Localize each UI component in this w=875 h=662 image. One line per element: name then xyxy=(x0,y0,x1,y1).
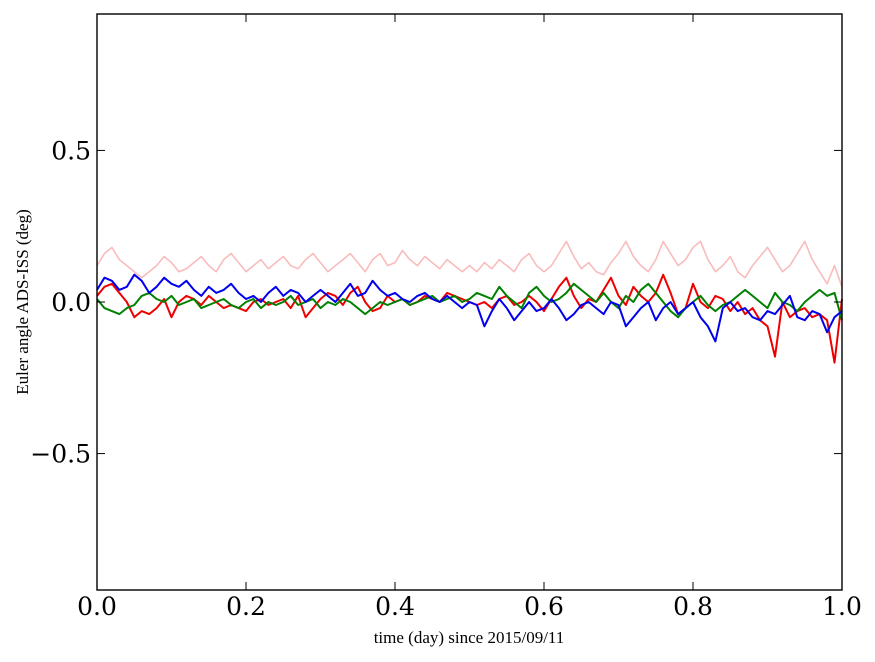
y-axis-label: Euler angle ADS-ISS (deg) xyxy=(13,209,32,395)
series-layer xyxy=(96,240,843,364)
series-line-3 xyxy=(96,273,843,343)
ticks-layer: 0.0 0.2 0.4 0.6 0.8 1.0 0.5 0.0 −0.5 xyxy=(30,14,862,621)
x-tick-label-1: 0.2 xyxy=(226,592,266,621)
y-tick-label-1: 0.0 xyxy=(51,288,91,317)
series-line-2 xyxy=(96,282,843,321)
series-line-0 xyxy=(96,240,843,288)
x-tick-label-0: 0.0 xyxy=(77,592,117,621)
y-tick-label-0: 0.5 xyxy=(51,136,91,165)
y-tick-label-2: −0.5 xyxy=(30,440,91,469)
x-tick-label-3: 0.6 xyxy=(524,592,564,621)
x-axis-label: time (day) since 2015/09/11 xyxy=(374,628,565,647)
x-tick-label-2: 0.4 xyxy=(375,592,415,621)
x-tick-label-4: 0.8 xyxy=(673,592,713,621)
x-tick-label-5: 1.0 xyxy=(822,592,862,621)
